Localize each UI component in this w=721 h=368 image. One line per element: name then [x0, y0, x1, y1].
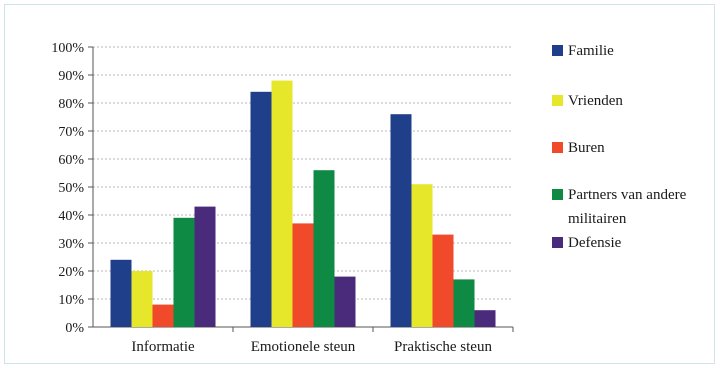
- legend-swatch: [552, 189, 563, 200]
- bar-buren-emotionele-steun: [292, 223, 314, 327]
- bar-familie-informatie: [110, 259, 132, 327]
- bar-defensie-praktische-steun: [474, 310, 496, 327]
- bar-buren-informatie: [152, 304, 174, 327]
- bar-vrienden-praktische-steun: [411, 184, 433, 327]
- bar-vrienden-emotionele-steun: [271, 80, 293, 327]
- legend-label: Familie: [568, 43, 614, 59]
- bar-familie-emotionele-steun: [250, 91, 272, 327]
- y-tick-label: 40%: [58, 209, 84, 224]
- bar-partners-van-andere-militairen-praktische-steun: [453, 279, 475, 327]
- y-tick-labels: 0% 10% 20% 30% 40% 50% 60% 70% 80% 90% 100%: [51, 41, 84, 336]
- legend-label: Defensie: [568, 235, 622, 251]
- x-tick-label: Informatie: [131, 339, 195, 355]
- legend-label: Partners van andere: [568, 187, 687, 203]
- x-tick-labels: Informatie Emotionele steun Praktische ste…: [131, 339, 492, 355]
- y-tick-label: 10%: [58, 293, 84, 308]
- y-tick-label: 90%: [58, 69, 84, 84]
- y-tick-label: 0%: [65, 321, 84, 336]
- legend-label: Buren: [568, 140, 605, 156]
- y-tick-label: 70%: [58, 125, 84, 140]
- bar-defensie-informatie: [194, 206, 216, 327]
- legend-label: Vrienden: [568, 93, 623, 109]
- y-tick-label: 30%: [58, 237, 84, 252]
- bar-vrienden-informatie: [131, 271, 153, 327]
- y-tick-label: 60%: [58, 153, 84, 168]
- legend-swatch: [552, 95, 563, 106]
- legend-swatch: [552, 142, 563, 153]
- y-tick-label: 20%: [58, 265, 84, 280]
- y-tick-label: 100%: [51, 41, 84, 56]
- bar-defensie-emotionele-steun: [334, 276, 356, 327]
- y-tick-label: 50%: [58, 181, 84, 196]
- bar-partners-van-andere-militairen-emotionele-steun: [313, 170, 335, 327]
- bar-partners-van-andere-militairen-informatie: [173, 217, 195, 327]
- legend-swatch: [552, 237, 563, 248]
- y-tick-label: 80%: [58, 97, 84, 112]
- x-tick-label: Praktische steun: [394, 339, 492, 355]
- legend-swatch: [552, 45, 563, 56]
- x-tick-label: Emotionele steun: [251, 339, 356, 355]
- bars: [110, 80, 496, 327]
- bar-familie-praktische-steun: [390, 114, 412, 327]
- legend: Familie Vrienden Buren Partners van andere m…: [552, 43, 687, 251]
- bar-buren-praktische-steun: [432, 234, 454, 327]
- legend-label: militairen: [568, 211, 627, 227]
